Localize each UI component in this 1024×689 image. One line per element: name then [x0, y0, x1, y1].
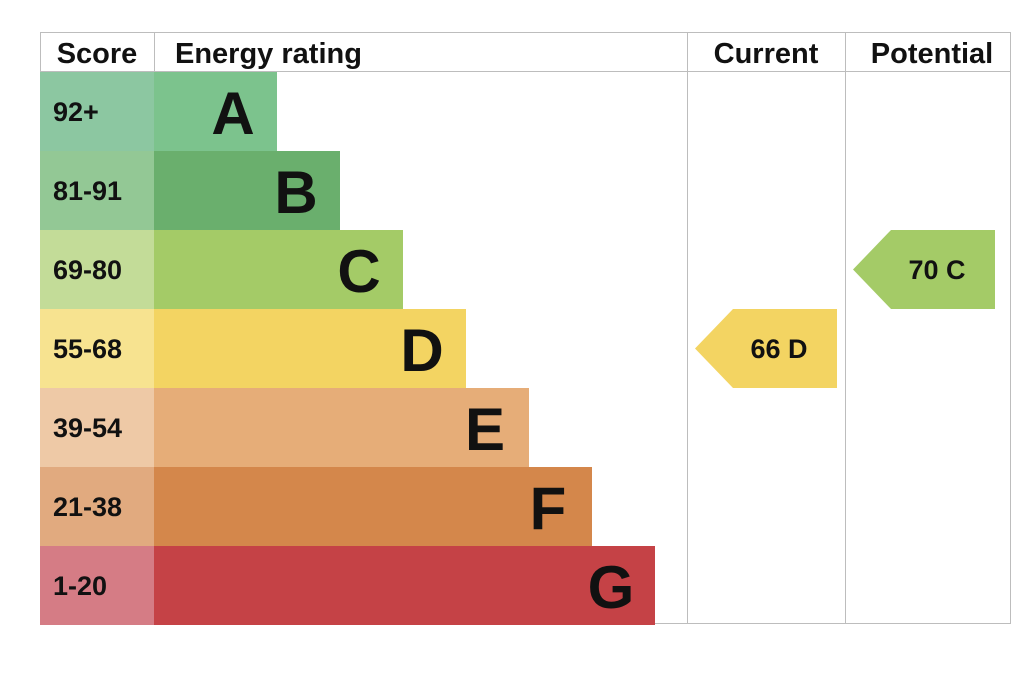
potential-rating-indicator-arrow [853, 230, 995, 309]
band-f-letter: F [530, 475, 567, 542]
band-g-letter: G [588, 554, 635, 621]
band-b: 81-91 B [40, 151, 340, 230]
band-c: 69-80 C [40, 230, 403, 309]
band-e: 39-54 E [40, 388, 529, 467]
band-d: 55-68 D [40, 309, 466, 388]
band-e-score-label: 39-54 [53, 413, 122, 443]
band-a-score-label: 92+ [53, 97, 99, 127]
band-f: 21-38 F [40, 467, 592, 546]
band-f-bar [154, 467, 592, 546]
band-f-score-label: 21-38 [53, 492, 122, 522]
current-rating-indicator: 66 D [695, 309, 837, 388]
band-c-score-cell [40, 230, 154, 309]
band-f-score-cell [40, 467, 154, 546]
band-g: 1-20 G [40, 546, 655, 625]
band-e-bar [154, 388, 529, 467]
band-c-letter: C [337, 238, 380, 305]
band-g-bar [154, 546, 655, 625]
band-a-score-cell [40, 72, 154, 151]
band-g-score-cell [40, 546, 154, 625]
header-energy-rating: Energy rating [175, 38, 362, 70]
current-rating-indicator-arrow [695, 309, 837, 388]
band-e-letter: E [465, 396, 505, 463]
header-score: Score [57, 38, 138, 70]
band-a: 92+ A [40, 72, 277, 151]
band-b-bar [154, 151, 340, 230]
potential-rating-indicator: 70 C [853, 230, 995, 309]
band-b-score-cell [40, 151, 154, 230]
band-a-letter: A [211, 80, 254, 147]
current-rating-indicator-label: 66 D [750, 334, 807, 364]
header-current: Current [714, 38, 819, 70]
band-c-score-label: 69-80 [53, 255, 122, 285]
band-b-score-label: 81-91 [53, 176, 122, 206]
band-d-bar [154, 309, 466, 388]
band-d-letter: D [400, 317, 443, 384]
band-d-score-cell [40, 309, 154, 388]
band-a-bar [154, 72, 277, 151]
column-headers: Score Energy rating Current Potential [57, 38, 994, 70]
rating-bands: 92+ A 81-91 B 69-80 C 55-68 D 39-54 E 21-38 F 1-20 G [40, 72, 655, 625]
rating-indicators: 66 D 70 C [695, 230, 995, 388]
band-c-bar [154, 230, 403, 309]
potential-rating-indicator-label: 70 C [908, 255, 965, 285]
band-e-score-cell [40, 388, 154, 467]
band-d-score-label: 55-68 [53, 334, 122, 364]
band-g-score-label: 1-20 [53, 571, 107, 601]
band-b-letter: B [274, 159, 317, 226]
header-potential: Potential [871, 38, 993, 70]
